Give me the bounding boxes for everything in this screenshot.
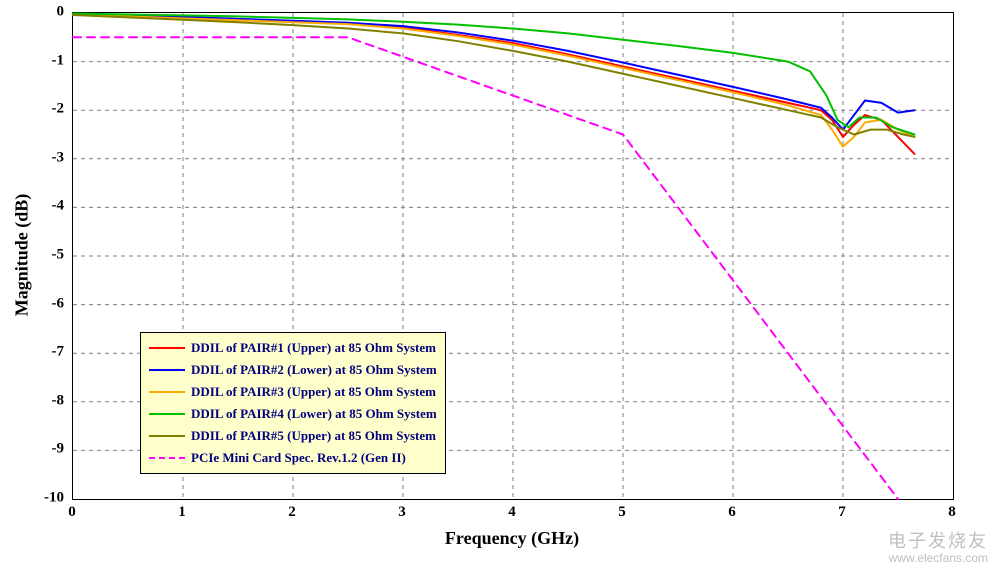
y-tick-label: -10 bbox=[0, 490, 64, 507]
legend-swatch bbox=[149, 435, 185, 437]
series-pair5-upper bbox=[73, 15, 915, 137]
y-tick-label: -2 bbox=[0, 101, 64, 118]
legend-swatch bbox=[149, 391, 185, 393]
legend-item: DDIL of PAIR#4 (Lower) at 85 Ohm System bbox=[149, 403, 437, 425]
legend-label: DDIL of PAIR#2 (Lower) at 85 Ohm System bbox=[191, 362, 437, 378]
y-axis-label: Magnitude (dB) bbox=[12, 194, 33, 317]
x-tick-label: 5 bbox=[618, 504, 626, 521]
legend-swatch bbox=[149, 457, 185, 459]
x-axis-label: Frequency (GHz) bbox=[445, 528, 579, 549]
legend: DDIL of PAIR#1 (Upper) at 85 Ohm System D… bbox=[140, 332, 446, 474]
x-tick-label: 2 bbox=[288, 504, 296, 521]
y-tick-label: 0 bbox=[0, 4, 64, 21]
y-tick-label: -8 bbox=[0, 392, 64, 409]
watermark-line2: www.elecfans.com bbox=[888, 552, 988, 565]
watermark-line1: 电子发烧友 bbox=[888, 532, 988, 552]
y-tick-label: -1 bbox=[0, 52, 64, 69]
series-pair1-upper bbox=[73, 14, 915, 154]
legend-swatch bbox=[149, 347, 185, 349]
x-tick-label: 6 bbox=[728, 504, 736, 521]
x-tick-label: 4 bbox=[508, 504, 516, 521]
legend-label: DDIL of PAIR#1 (Upper) at 85 Ohm System bbox=[191, 340, 436, 356]
watermark: 电子发烧友 www.elecfans.com bbox=[888, 532, 988, 565]
legend-item: DDIL of PAIR#1 (Upper) at 85 Ohm System bbox=[149, 337, 437, 359]
legend-item: PCIe Mini Card Spec. Rev.1.2 (Gen II) bbox=[149, 447, 437, 469]
legend-label: PCIe Mini Card Spec. Rev.1.2 (Gen II) bbox=[191, 450, 406, 466]
legend-swatch bbox=[149, 413, 185, 415]
legend-swatch bbox=[149, 369, 185, 371]
x-tick-label: 8 bbox=[948, 504, 956, 521]
series-pair3-upper bbox=[73, 14, 915, 146]
x-tick-label: 3 bbox=[398, 504, 406, 521]
legend-item: DDIL of PAIR#5 (Upper) at 85 Ohm System bbox=[149, 425, 437, 447]
series-pair2-lower bbox=[73, 14, 915, 130]
y-tick-label: -9 bbox=[0, 441, 64, 458]
y-tick-label: -3 bbox=[0, 149, 64, 166]
x-tick-label: 0 bbox=[68, 504, 76, 521]
x-tick-label: 1 bbox=[178, 504, 186, 521]
legend-label: DDIL of PAIR#5 (Upper) at 85 Ohm System bbox=[191, 428, 436, 444]
series-pair4-lower bbox=[73, 13, 915, 134]
legend-label: DDIL of PAIR#3 (Upper) at 85 Ohm System bbox=[191, 384, 436, 400]
legend-label: DDIL of PAIR#4 (Lower) at 85 Ohm System bbox=[191, 406, 437, 422]
y-tick-label: -7 bbox=[0, 344, 64, 361]
legend-item: DDIL of PAIR#2 (Lower) at 85 Ohm System bbox=[149, 359, 437, 381]
legend-item: DDIL of PAIR#3 (Upper) at 85 Ohm System bbox=[149, 381, 437, 403]
chart-container: 0-1-2-3-4-5-6-7-8-9-10 012345678 Magnitu… bbox=[0, 0, 994, 569]
x-tick-label: 7 bbox=[838, 504, 846, 521]
